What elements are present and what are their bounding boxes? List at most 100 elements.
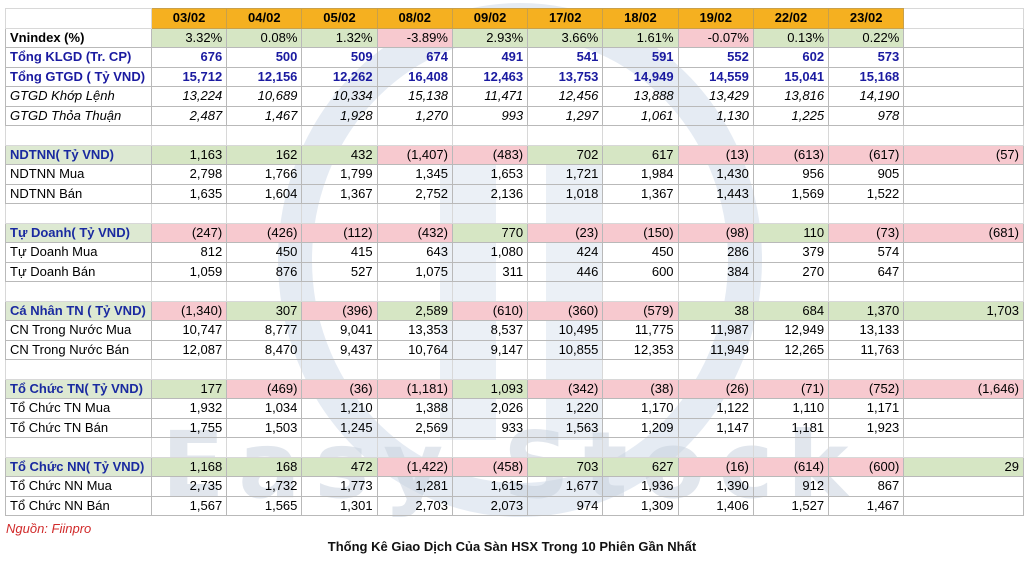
net-total-cell — [903, 359, 1024, 380]
value-cell: (71) — [752, 378, 830, 399]
value-cell: 3.32% — [150, 27, 228, 48]
trading-stats-table: 03/02 04/02 05/02 08/02 09/02 17/02 18/02 19/02… — [5, 8, 1024, 516]
value-cell: (360) — [527, 300, 604, 321]
value-cell — [150, 437, 228, 458]
value-cell: 993 — [451, 105, 529, 126]
row-label — [5, 125, 152, 146]
value-cell: (600) — [828, 456, 905, 477]
net-total-cell: (57) — [903, 144, 1024, 165]
header-blank — [903, 8, 1024, 29]
value-cell — [677, 125, 754, 146]
table-row: NDTNN( Tỷ VND) 1,163 162 432 (1,407) (483) 702… — [5, 144, 1024, 165]
value-cell: 10,747 — [150, 320, 228, 341]
net-total-cell — [903, 105, 1024, 126]
value-cell: 2,589 — [376, 300, 453, 321]
date-header: 04/02 — [226, 8, 303, 29]
value-cell: 574 — [828, 242, 905, 263]
row-label — [5, 437, 152, 458]
table-row: Tổ Chức TN( Tỷ VND) 177 (469) (36) (1,181) 1,… — [5, 378, 1024, 399]
value-cell: 1,122 — [677, 398, 754, 419]
value-cell: 12,456 — [527, 86, 604, 107]
value-cell — [376, 359, 453, 380]
value-cell: 13,224 — [150, 86, 228, 107]
value-cell: 1,563 — [527, 417, 604, 438]
value-cell: 1,721 — [527, 164, 604, 185]
value-cell: 552 — [677, 47, 754, 68]
net-total-cell — [903, 320, 1024, 341]
row-label: Tự Doanh Bán — [5, 261, 152, 282]
value-cell: 110 — [752, 222, 830, 243]
value-cell: 1,130 — [677, 105, 754, 126]
value-cell: (98) — [677, 222, 754, 243]
value-cell: 2,073 — [451, 495, 529, 516]
source-note: Nguồn: Fiinpro — [6, 521, 92, 536]
table-row: Tổng KLGD (Tr. CP) 676 500 509 674 491 541 591 5… — [5, 47, 1024, 68]
row-label: CN Trong Nước Mua — [5, 320, 152, 341]
value-cell — [527, 125, 604, 146]
value-cell: 13,429 — [677, 86, 754, 107]
value-cell: 9,147 — [451, 339, 529, 360]
value-cell: (1,407) — [376, 144, 453, 165]
value-cell: 1,467 — [226, 105, 303, 126]
value-cell: 12,087 — [150, 339, 228, 360]
value-cell: 491 — [451, 47, 529, 68]
value-cell: (26) — [677, 378, 754, 399]
value-cell: 703 — [527, 456, 604, 477]
value-cell: 1,210 — [301, 398, 378, 419]
table-row: Vnindex (%) 3.32% 0.08% 1.32% -3.89% 2.93% 3.6… — [5, 27, 1024, 48]
value-cell: (247) — [150, 222, 228, 243]
value-cell: 14,559 — [677, 66, 754, 87]
date-header: 18/02 — [602, 8, 679, 29]
value-cell: (1,181) — [376, 378, 453, 399]
value-cell — [828, 203, 905, 224]
value-cell: 1,932 — [150, 398, 228, 419]
value-cell: 1,527 — [752, 495, 830, 516]
value-cell: 956 — [752, 164, 830, 185]
value-cell — [677, 281, 754, 302]
value-cell — [602, 437, 679, 458]
value-cell: (579) — [602, 300, 679, 321]
value-cell: 450 — [602, 242, 679, 263]
row-label: NDTNN Mua — [5, 164, 152, 185]
row-label: Tổ Chức NN Bán — [5, 495, 152, 516]
value-cell: 1,766 — [226, 164, 303, 185]
net-total-cell: 1,703 — [903, 300, 1024, 321]
value-cell: 13,353 — [376, 320, 453, 341]
value-cell: 1,406 — [677, 495, 754, 516]
value-cell: (13) — [677, 144, 754, 165]
value-cell — [150, 281, 228, 302]
net-total-cell: 29 — [903, 456, 1024, 477]
table-row: Tổng GTGD ( Tỷ VND) 15,712 12,156 12,262 16,… — [5, 66, 1024, 87]
value-cell: 13,753 — [527, 66, 604, 87]
value-cell: 1,270 — [376, 105, 453, 126]
value-cell — [752, 437, 830, 458]
net-total-cell — [903, 437, 1024, 458]
value-cell: (16) — [677, 456, 754, 477]
net-total-cell — [903, 183, 1024, 204]
value-cell: -0.07% — [677, 27, 754, 48]
value-cell: 2,136 — [451, 183, 529, 204]
value-cell — [451, 203, 529, 224]
table-row: Tự Doanh( Tỷ VND) (247) (426) (112) (432) 770… — [5, 222, 1024, 243]
value-cell — [226, 281, 303, 302]
table-row: GTGD Khớp Lệnh 13,224 10,689 10,334 15,138 11… — [5, 86, 1024, 107]
value-cell: 1,565 — [226, 495, 303, 516]
value-cell — [150, 203, 228, 224]
value-cell: 770 — [451, 222, 529, 243]
value-cell: 2,026 — [451, 398, 529, 419]
value-cell: 978 — [828, 105, 905, 126]
value-cell — [602, 359, 679, 380]
value-cell: 1,171 — [828, 398, 905, 419]
row-label: Tổ Chức TN Bán — [5, 417, 152, 438]
value-cell: 11,471 — [451, 86, 529, 107]
value-cell: 286 — [677, 242, 754, 263]
value-cell — [451, 437, 529, 458]
row-label: NDTNN Bán — [5, 183, 152, 204]
row-label — [5, 203, 152, 224]
header-corner — [5, 8, 152, 29]
value-cell: 1.61% — [602, 27, 679, 48]
value-cell: 591 — [602, 47, 679, 68]
value-cell: 1,653 — [451, 164, 529, 185]
value-cell: 13,816 — [752, 86, 830, 107]
value-cell — [677, 203, 754, 224]
